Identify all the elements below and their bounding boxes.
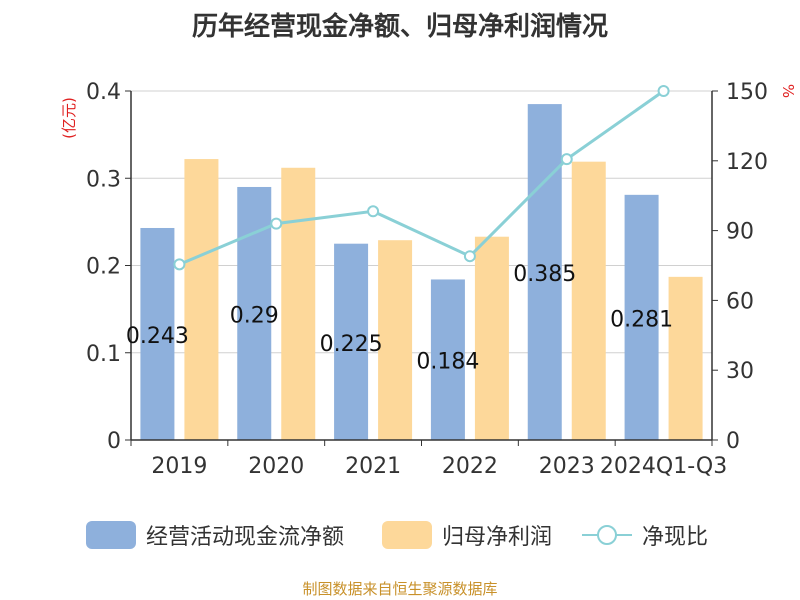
x-tick-label: 2021 <box>345 454 401 479</box>
legend-swatch-net-profit <box>382 521 432 549</box>
legend-item-operating-cash-flow[interactable]: 经营活动现金流净额 <box>86 518 344 552</box>
bar-net-profit <box>571 161 606 441</box>
legend-item-net-profit[interactable]: 归母净利润 <box>382 518 552 552</box>
bar-net-profit <box>474 236 509 440</box>
chart-title: 历年经营现金净额、归母净利润情况 <box>191 12 608 42</box>
y-right-unit-label: % <box>779 84 797 98</box>
x-tick-label: 2022 <box>442 454 498 479</box>
grid-layer <box>131 90 712 354</box>
y-right-tick-label: 150 <box>726 80 768 105</box>
y-right-tick-label: 30 <box>726 359 754 384</box>
bar-operating-cash-flow <box>430 279 465 440</box>
y-right-tick-label: 90 <box>726 220 754 245</box>
bar-operating-cash-flow <box>527 104 562 441</box>
data-label-operating-cash-flow: 0.243 <box>126 324 189 349</box>
y-left-tick-label: 0.4 <box>86 80 121 105</box>
line-point-cash-ratio <box>463 250 476 263</box>
y-left-tick-label: 0 <box>107 429 121 454</box>
x-tick-label: 2024Q1-Q3 <box>600 454 727 479</box>
legend-label-net-profit: 归母净利润 <box>442 525 553 550</box>
x-tick-label: 2019 <box>151 454 207 479</box>
bar-net-profit <box>668 276 703 440</box>
line-point-cash-ratio <box>270 217 283 230</box>
bar-net-profit <box>378 240 413 440</box>
data-label-operating-cash-flow: 0.281 <box>610 307 673 332</box>
legend-label-cash-ratio: 净现比 <box>642 525 709 550</box>
labels-layer: 0 0.1 0.2 0.3 0.4 0 30 60 90 120 150 0.243 2019 0.29 2… <box>60 80 797 479</box>
y-right-tick-label: 0 <box>726 429 740 454</box>
legend-item-cash-ratio[interactable]: 净现比 <box>582 518 708 552</box>
source-note: 制图数据来自恒生聚源数据库 <box>302 580 498 598</box>
axis-layer <box>125 90 718 446</box>
data-label-operating-cash-flow: 0.225 <box>320 332 383 357</box>
line-point-cash-ratio <box>560 153 573 166</box>
y-left-tick-label: 0.1 <box>86 342 121 367</box>
y-left-tick-label: 0.3 <box>86 167 121 192</box>
bar-operating-cash-flow <box>334 243 369 440</box>
legend-label-operating-cash-flow: 经营活动现金流净额 <box>146 525 345 550</box>
bar-net-profit <box>281 167 316 440</box>
y-left-unit-label: (亿元) <box>60 97 78 139</box>
y-right-tick-label: 60 <box>726 289 754 314</box>
legend-line-marker-icon <box>582 525 632 545</box>
line-point-cash-ratio <box>657 85 670 97</box>
y-right-tick-label: 120 <box>726 150 768 175</box>
legend-swatch-operating-cash-flow <box>86 521 136 549</box>
y-left-tick-label: 0.2 <box>86 255 121 280</box>
data-label-operating-cash-flow: 0.29 <box>230 303 279 328</box>
data-label-operating-cash-flow: 0.184 <box>416 350 479 375</box>
bars-layer <box>140 104 703 441</box>
line-point-cash-ratio <box>367 205 380 218</box>
bar-operating-cash-flow <box>624 194 659 440</box>
line-cash-ratio <box>178 89 665 266</box>
bar-net-profit <box>184 159 219 440</box>
bar-operating-cash-flow <box>140 227 175 440</box>
line-point-cash-ratio <box>173 258 186 271</box>
x-tick-label: 2023 <box>539 454 595 479</box>
x-tick-label: 2020 <box>248 454 304 479</box>
data-label-operating-cash-flow: 0.385 <box>513 262 576 287</box>
line-layer <box>173 85 670 271</box>
